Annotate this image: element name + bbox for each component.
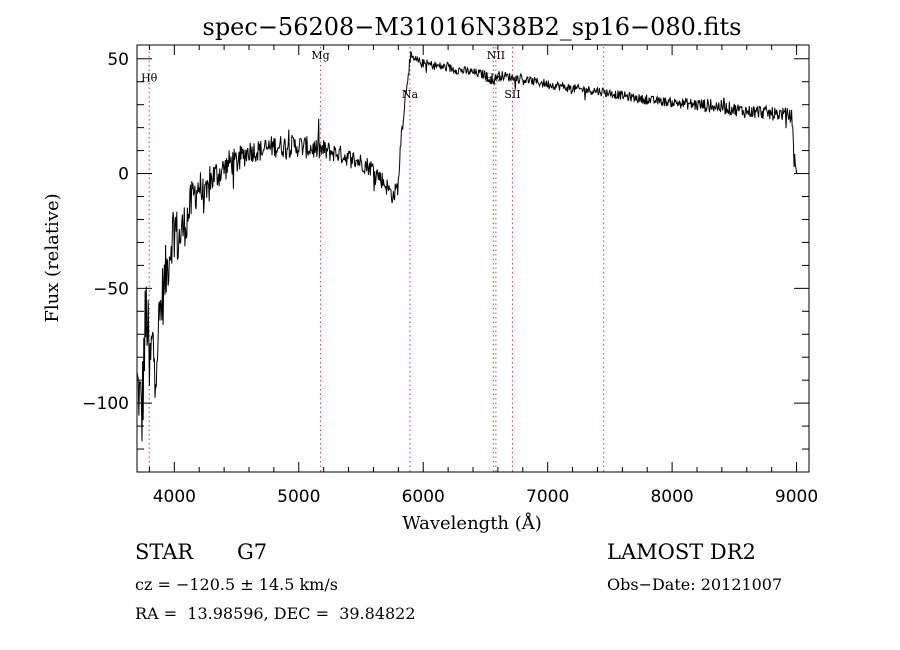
y-axis-label: Flux (relative) — [42, 193, 63, 322]
spectral-line-label: NII — [487, 49, 505, 62]
spectral-line-label: Hθ — [141, 72, 158, 85]
y-tick-label: 0 — [118, 165, 129, 185]
x-tick-label: 5000 — [277, 487, 320, 507]
y-tick-label: −50 — [93, 279, 129, 299]
x-tick-label: 8000 — [650, 487, 693, 507]
plot-frame — [136, 44, 810, 473]
x-axis-label: Wavelength (Å) — [402, 512, 542, 534]
x-tick-label: 7000 — [526, 487, 569, 507]
x-tick-label: 6000 — [402, 487, 445, 507]
observation-date: Obs−Date: 20121007 — [607, 575, 783, 594]
x-tick-label: 9000 — [775, 487, 818, 507]
x-tick-label: 4000 — [153, 487, 196, 507]
redshift-velocity: cz = −120.5 ± 14.5 km/s — [135, 575, 338, 594]
spectral-line-label: Na — [402, 88, 419, 101]
spectrum-line — [136, 50, 798, 442]
sky-coordinates: RA = 13.98596, DEC = 39.84822 — [135, 604, 416, 623]
object-class: STAR — [135, 540, 194, 564]
spectral-line-label: Hα — [485, 72, 503, 85]
spectral-line-label: Mg — [311, 49, 329, 62]
survey-name: LAMOST DR2 — [607, 540, 756, 564]
spectral-line-label: SII — [504, 88, 520, 101]
y-tick-label: −100 — [82, 394, 129, 414]
chart-title: spec−56208−M31016N38B2_sp16−080.fits — [203, 13, 742, 41]
object-subclass: G7 — [237, 540, 268, 564]
y-tick-label: 50 — [107, 50, 129, 70]
